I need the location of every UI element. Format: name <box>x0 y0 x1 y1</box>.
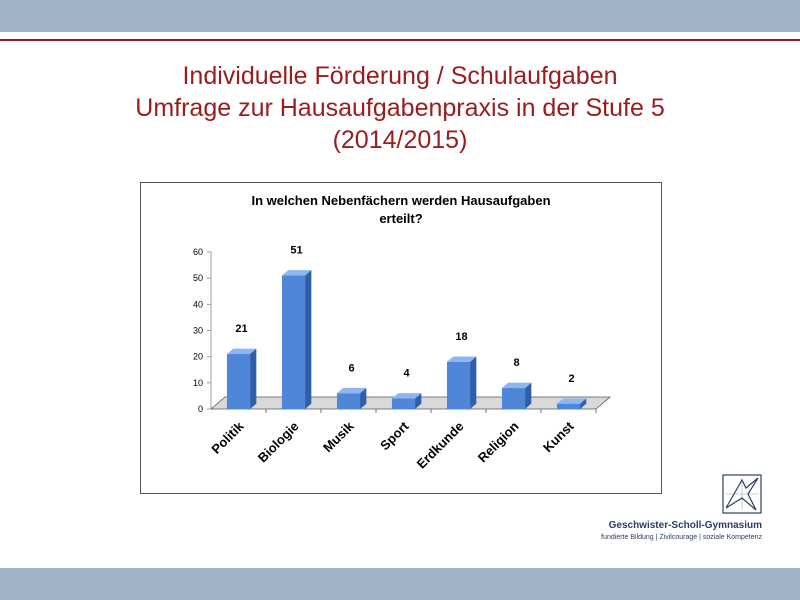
bar-chart: In welchen Nebenfächern werden Hausaufga… <box>193 193 612 472</box>
y-tick-label: 10 <box>193 378 203 388</box>
bar <box>556 403 581 409</box>
school-logo-icon <box>722 474 762 514</box>
bar-side <box>470 356 477 409</box>
bar-top <box>226 348 257 355</box>
x-tick-label: Biologie <box>255 419 302 466</box>
slide-title-line-3: (2014/2015) <box>332 126 468 154</box>
data-label: 21 <box>235 323 247 335</box>
data-label: 18 <box>455 331 467 343</box>
data-label: 4 <box>403 368 410 380</box>
y-tick-label: 0 <box>198 404 203 414</box>
bar <box>226 354 251 409</box>
x-tick-label: Musik <box>320 418 357 455</box>
bar-side <box>305 270 312 409</box>
top-band <box>0 0 800 32</box>
slide-title: Individuelle Förderung / Schulaufgaben U… <box>0 60 800 156</box>
bar-top <box>501 382 532 389</box>
bar <box>336 393 361 409</box>
bar <box>391 398 416 409</box>
x-tick-label: Erdkunde <box>414 419 467 472</box>
bar-side <box>250 348 257 409</box>
data-label: 6 <box>348 362 354 374</box>
chart-frame: In welchen Nebenfächern werden Hausaufga… <box>140 182 662 494</box>
bottom-band <box>0 568 800 600</box>
bar-top <box>336 387 367 394</box>
x-tick-label: Politik <box>208 418 247 457</box>
bar-side <box>360 387 367 409</box>
data-label: 51 <box>290 245 302 257</box>
slide-title-line-2: Umfrage zur Hausaufgabenpraxis in der St… <box>135 94 665 122</box>
y-tick-label: 60 <box>193 247 203 257</box>
bar-side <box>525 382 532 409</box>
chart-title-line-1: In welchen Nebenfächern werden Hausaufga… <box>251 193 550 208</box>
x-tick-label: Religion <box>475 418 522 465</box>
y-tick-label: 20 <box>193 352 203 362</box>
y-tick-label: 30 <box>193 326 203 336</box>
bar-top <box>556 398 587 404</box>
bar <box>281 275 306 409</box>
bar <box>501 388 526 409</box>
title-rule <box>0 39 800 41</box>
school-tagline: fundierte Bildung | Zivilcourage | sozia… <box>601 534 762 541</box>
y-tick-label: 50 <box>193 273 203 283</box>
bar-side <box>580 398 587 409</box>
data-label: 8 <box>513 357 519 369</box>
bar-top <box>391 393 422 399</box>
school-name: Geschwister-Scholl-Gymnasium <box>608 520 762 531</box>
x-tick-label: Sport <box>377 418 412 453</box>
bar-side <box>415 393 422 409</box>
x-tick-label: Kunst <box>540 418 577 455</box>
school-logo: Geschwister-Scholl-Gymnasium fundierte B… <box>596 474 766 544</box>
bar-top <box>281 270 312 276</box>
data-label: 2 <box>568 373 574 385</box>
slide-title-line-1: Individuelle Förderung / Schulaufgaben <box>182 62 618 90</box>
chart-body: 0 10 20 30 40 50 60 21 Politik 51 Biologie 6 Musik 4 S… <box>193 245 612 472</box>
y-tick-label: 40 <box>193 299 203 309</box>
chart-title-line-2: erteilt? <box>379 211 422 226</box>
bar-top <box>446 356 477 362</box>
bar <box>446 361 471 409</box>
